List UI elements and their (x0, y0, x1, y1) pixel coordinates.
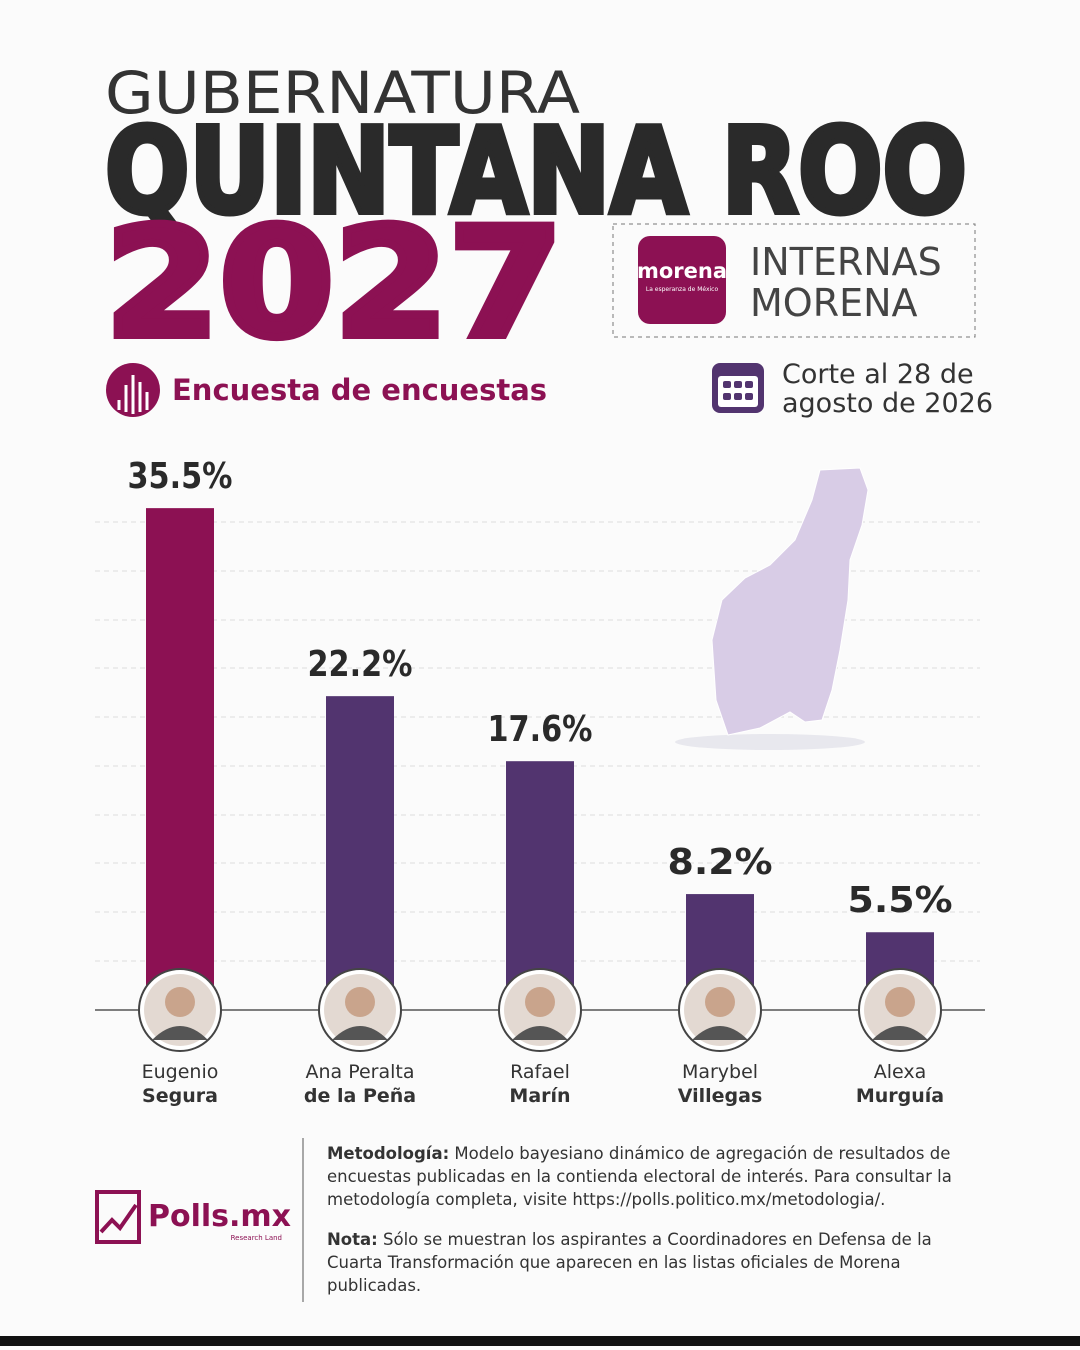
badge-frame (612, 223, 976, 338)
candidate-last: Marín (509, 1085, 570, 1107)
photo-body (332, 1026, 388, 1040)
photo-head (525, 987, 555, 1017)
candidate-first: Eugenio (142, 1061, 219, 1083)
calendar-face (718, 376, 758, 407)
photo-head (885, 987, 915, 1017)
value-label: 5.5% (848, 880, 953, 921)
value-label: 8.2% (668, 842, 773, 883)
logo-tagline: La esperanza de México (646, 286, 719, 293)
note: Nota: Sólo se muestran los aspirantes a … (327, 1228, 977, 1297)
note-label: Nota: (327, 1230, 378, 1249)
survey-icon-bars (117, 375, 149, 414)
candidate-first: Marybel (682, 1061, 758, 1083)
methodology-label: Metodología: (327, 1144, 450, 1163)
badge-line: INTERNAS (750, 240, 942, 284)
photo-body (512, 1026, 568, 1040)
value-label: 22.2% (308, 644, 413, 685)
map-shadow (675, 734, 865, 750)
photo-head (705, 987, 735, 1017)
candidate-first: Alexa (874, 1061, 927, 1083)
date: agosto de 2026 (782, 388, 993, 419)
photo-body (692, 1026, 748, 1040)
value-label: 17.6% (488, 709, 593, 750)
note-text: Sólo se muestran los aspirantes a Coordi… (327, 1230, 932, 1295)
brand-icon (95, 1190, 141, 1244)
methodology: Metodología: Modelo bayesiano dinámico d… (327, 1142, 977, 1211)
value-label: 35.5% (128, 456, 233, 497)
candidate-first: Rafael (510, 1061, 570, 1083)
candidate-last: de la Peña (304, 1085, 416, 1107)
candidate-last: Villegas (678, 1085, 763, 1107)
brand: Polls.mx (148, 1199, 291, 1234)
calendar-dots (723, 381, 753, 400)
title: QUINTANA ROO (105, 102, 967, 240)
photo-head (345, 987, 375, 1017)
brand-sub: Research Land (231, 1234, 282, 1242)
bar (146, 508, 214, 1010)
morena-logo (638, 236, 726, 324)
map (711, 467, 869, 736)
candidate-last: Murguía (856, 1085, 944, 1107)
bar (326, 696, 394, 1010)
date: Corte al 28 de (782, 359, 974, 390)
photo-head (165, 987, 195, 1017)
kicker: GUBERNATURA (105, 59, 580, 127)
candidate-last: Segura (142, 1085, 218, 1107)
badge-line: MORENA (750, 281, 918, 325)
candidate-first: Ana Peralta (305, 1061, 414, 1083)
photo-body (872, 1026, 928, 1040)
year: 2027 (105, 197, 563, 371)
methodology-text: Modelo bayesiano dinámico de agregación … (327, 1144, 952, 1209)
bottom-bar (0, 1336, 1080, 1346)
brand-icon-line (99, 1203, 138, 1234)
photo-body (152, 1026, 208, 1040)
subtitle: Encuesta de encuestas (172, 373, 547, 407)
logo-text: morena (637, 259, 727, 283)
